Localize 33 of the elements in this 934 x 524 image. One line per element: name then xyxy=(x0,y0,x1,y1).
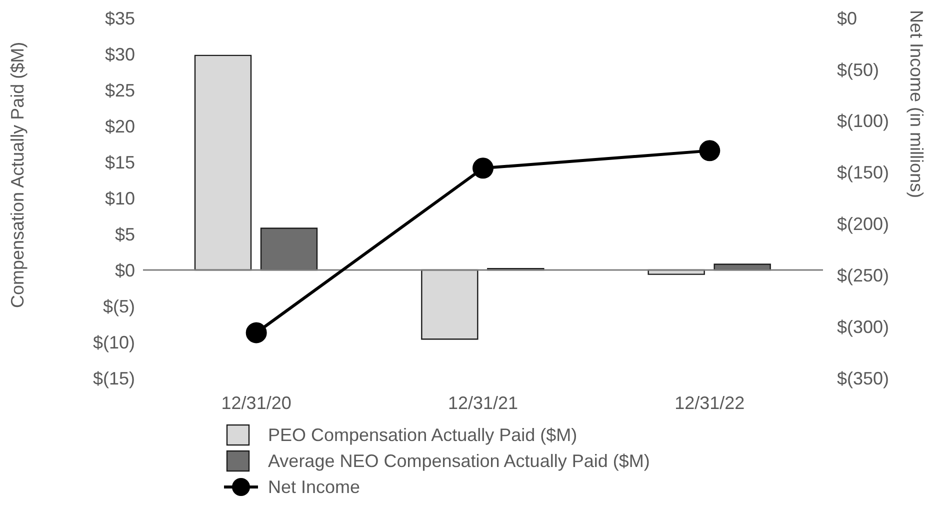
y-tick-label: $0 xyxy=(114,260,135,280)
y-tick-label: $10 xyxy=(104,188,135,208)
bar xyxy=(421,269,478,340)
y-tick-label: $(15) xyxy=(92,368,135,388)
bar xyxy=(260,228,318,271)
x-tick-label: 12/31/22 xyxy=(674,392,745,413)
y-tick-label: $30 xyxy=(104,44,135,64)
y2-tick-label: $(100) xyxy=(837,111,890,132)
y2-axis-title: Net Income (in millions) xyxy=(906,10,927,198)
y-tick-label: $15 xyxy=(104,152,135,172)
x-tick-label: 12/31/20 xyxy=(221,392,292,413)
y-tick-label: $25 xyxy=(104,80,135,100)
y2-tick-label: $(300) xyxy=(837,316,890,337)
y-tick-label: $(5) xyxy=(102,296,135,316)
y-tick-label: $5 xyxy=(114,224,135,244)
y-tick-label: $(10) xyxy=(92,332,135,352)
y-tick-label: $20 xyxy=(104,116,135,136)
y-tick-label: $35 xyxy=(104,8,135,28)
legend-label: Average NEO Compensation Actually Paid ($M) xyxy=(268,450,650,473)
y2-tick-label: $(200) xyxy=(837,214,890,234)
y2-tick-label: $(250) xyxy=(837,266,890,286)
legend-label: Net Income xyxy=(268,476,360,499)
point xyxy=(472,158,494,179)
x-tick-label: 12/31/21 xyxy=(448,392,518,413)
y2-tick-label: $(50) xyxy=(837,60,880,80)
y-axis-title: Compensation Actually Paid ($M) xyxy=(7,42,28,308)
y2-tick-label: $0 xyxy=(837,8,858,28)
point xyxy=(699,140,720,162)
y2-tick-label: $(350) xyxy=(837,368,890,388)
point xyxy=(246,322,267,344)
legend-label: PEO Compensation Actually Paid ($M) xyxy=(268,424,578,447)
y2-tick-label: $(150) xyxy=(837,162,890,183)
bar xyxy=(194,54,252,271)
